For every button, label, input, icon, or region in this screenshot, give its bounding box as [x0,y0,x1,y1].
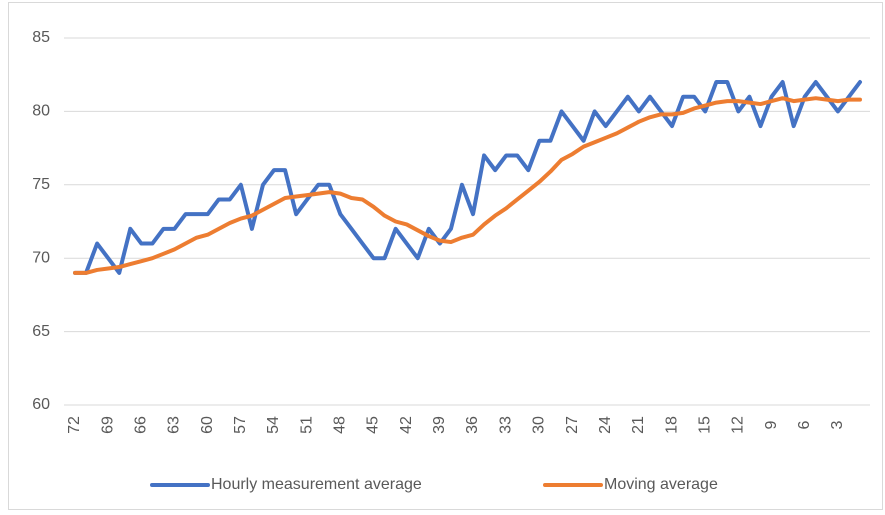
x-tick-label: 27 [564,416,581,434]
x-tick-label: 24 [597,416,614,434]
y-tick-label: 60 [32,396,50,413]
x-tick-label: 30 [531,416,548,434]
x-tick-label: 39 [431,416,448,434]
x-tick-label: 54 [265,416,282,434]
x-tick-label: 36 [464,416,481,434]
x-tick-label: 6 [796,420,813,429]
x-tick-label: 12 [730,416,747,434]
x-tick-label: 3 [829,420,846,429]
x-tick-label: 18 [663,416,680,434]
x-tick-label: 66 [133,416,150,434]
legend-label: Moving average [604,476,718,493]
x-tick-label: 51 [298,416,315,434]
x-tick-label: 42 [398,416,415,434]
y-tick-label: 65 [32,323,50,340]
y-tick-label: 80 [32,103,50,120]
x-tick-label: 72 [66,416,83,434]
x-tick-label: 45 [365,416,382,434]
x-tick-label: 60 [199,416,216,434]
legend-label: Hourly measurement average [211,476,422,493]
x-tick-label: 9 [763,420,780,429]
x-tick-label: 69 [99,416,116,434]
x-tick-label: 63 [166,416,183,434]
x-tick-label: 15 [696,416,713,434]
y-tick-label: 75 [32,176,50,193]
x-tick-label: 33 [497,416,514,434]
x-tick-label: 57 [232,416,249,434]
series-line [73,96,862,275]
x-tick-label: 21 [630,416,647,434]
y-tick-label: 85 [32,29,50,46]
series-line [73,80,862,275]
x-tick-label: 48 [332,416,349,434]
y-tick-label: 70 [32,249,50,266]
